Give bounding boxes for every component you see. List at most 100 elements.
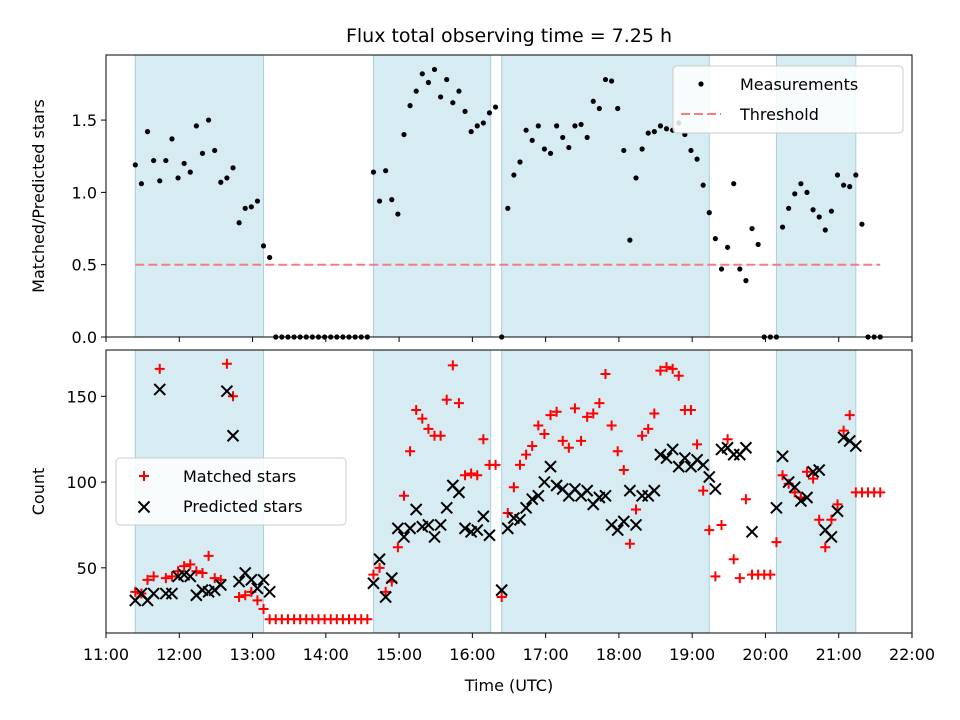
predicted-star-point — [660, 451, 673, 465]
matched-star-point — [618, 465, 629, 476]
measurement-point — [737, 266, 743, 272]
matched-star-point — [734, 573, 745, 584]
x-tick-label: 12:00 — [156, 645, 202, 664]
measurement-point — [151, 157, 157, 164]
measurement-point — [798, 181, 804, 187]
y-axis-label: Count — [29, 468, 48, 516]
measurement-point — [236, 220, 242, 226]
legend-marker-matched — [139, 471, 149, 481]
predicted-star-point — [678, 451, 692, 465]
matched-star-point — [777, 470, 788, 481]
measurement-point — [480, 120, 486, 126]
measurement-point — [792, 191, 798, 197]
x-tick-label: 11:00 — [83, 645, 129, 664]
matched-star-point — [649, 408, 660, 419]
matched-star-point — [826, 514, 837, 525]
predicted-star-point — [409, 503, 423, 516]
predicted-star-point — [831, 505, 844, 518]
legend-box — [672, 65, 904, 134]
measurement-point — [492, 104, 499, 110]
predicted-star-point — [501, 522, 514, 535]
matched-star-point — [435, 430, 446, 441]
measurement-point — [621, 147, 627, 154]
predicted-star-point — [214, 578, 228, 592]
measurement-point — [541, 146, 548, 152]
measurement-point — [639, 146, 645, 152]
predicted-star-point — [727, 448, 740, 461]
matched-star-point — [569, 403, 580, 414]
predicted-star-point — [403, 522, 417, 535]
measurement-point — [834, 172, 841, 178]
measurement-point — [224, 175, 230, 181]
axes-frame — [105, 54, 913, 338]
matched-star-point — [692, 439, 703, 450]
measurement-point — [138, 181, 145, 187]
legend-label-matched: Matched stars — [183, 467, 296, 486]
measurement-point — [468, 129, 474, 135]
measurement-point — [425, 79, 431, 86]
measurement-point — [254, 198, 261, 204]
matched-star-point — [557, 435, 568, 446]
y-tick-label: 0.5 — [72, 256, 97, 275]
measurement-point — [193, 123, 199, 129]
matched-star-point — [600, 369, 611, 380]
matched-star-point — [423, 423, 434, 434]
measurement-point — [554, 123, 560, 129]
measurement-point — [535, 123, 541, 129]
measurement-point — [505, 205, 511, 211]
matched-star-point — [228, 391, 239, 402]
y-tick-label: 150 — [66, 387, 97, 406]
matched-star-point — [588, 408, 599, 419]
measurement-point — [810, 207, 816, 213]
matched-star-point — [185, 559, 196, 570]
x-tick-label: 21:00 — [816, 645, 862, 664]
matched-star-point — [728, 554, 739, 565]
measurement-point — [645, 130, 651, 136]
measurement-point — [438, 94, 444, 100]
measurement-point — [804, 189, 810, 195]
chart-title: Flux total observing time = 7.25 h — [346, 25, 672, 47]
predicted-star-point — [397, 530, 411, 544]
measurement-point — [749, 225, 755, 232]
y-tick-label: 100 — [66, 473, 97, 492]
measurement-point — [523, 127, 529, 133]
matched-star-point — [771, 537, 782, 548]
measurement-point — [157, 178, 163, 184]
measurement-point — [242, 205, 248, 211]
matched-star-point — [478, 434, 489, 445]
predicted-star-point — [745, 525, 759, 539]
matched-star-point — [514, 459, 525, 470]
measurement-point — [407, 103, 413, 109]
y-axis-label: Matched/Predicted stars — [29, 99, 48, 293]
measurement-point — [743, 278, 749, 284]
predicted-star-point — [709, 482, 722, 496]
predicted-star-point — [550, 479, 563, 492]
legend-marker-predicted — [137, 500, 151, 514]
matched-star-point — [215, 574, 226, 585]
measurement-point — [163, 157, 169, 164]
observing-interval — [372, 349, 492, 634]
matched-star-point — [392, 542, 403, 553]
predicted-star-point — [538, 475, 551, 489]
matched-star-point — [661, 362, 672, 373]
predicted-star-point — [245, 573, 258, 587]
measurement-point — [547, 150, 554, 156]
matched-star-point — [655, 365, 666, 376]
measurement-point — [779, 224, 786, 230]
predicted-star-point — [776, 450, 789, 463]
matched-star-point — [234, 591, 245, 602]
measurement-point — [376, 198, 383, 204]
predicted-star-point — [849, 439, 863, 453]
measurement-point — [370, 169, 377, 175]
measurement-point — [786, 205, 792, 211]
measurement-point — [841, 182, 847, 188]
predicted-star-point — [825, 530, 838, 544]
measurement-point — [529, 137, 535, 143]
matched-star-point — [673, 370, 684, 381]
predicted-star-point — [648, 484, 661, 497]
measurement-point — [431, 66, 438, 73]
measurement-point — [413, 88, 419, 94]
matched-star-point — [875, 487, 886, 498]
matched-star-point — [441, 394, 452, 405]
